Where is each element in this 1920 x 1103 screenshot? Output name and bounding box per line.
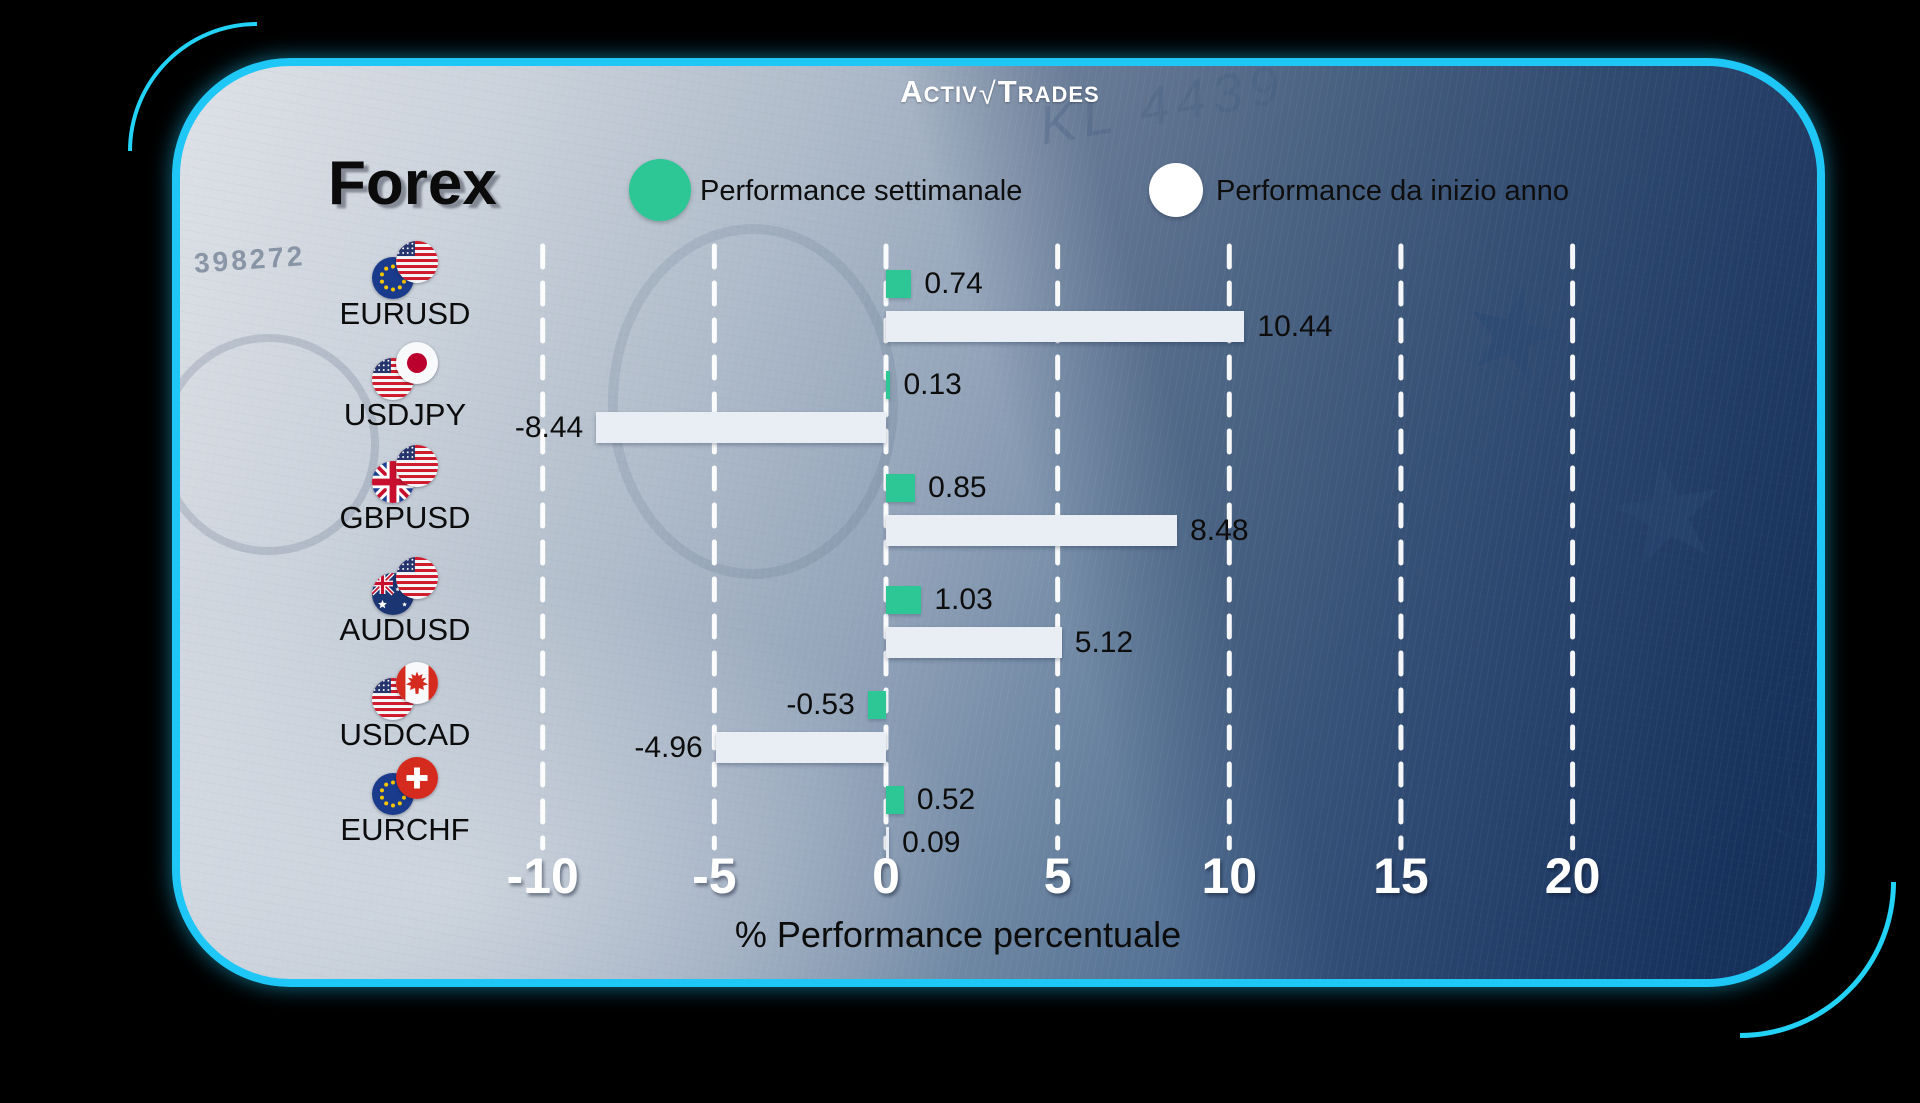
x-axis-label: % Performance percentuale [734, 914, 1182, 955]
pair-label: GBPUSD [339, 500, 471, 535]
page-title: Forex [328, 149, 497, 218]
x-tick-label: 5 [1043, 848, 1072, 904]
weekly-bar [886, 270, 912, 298]
logo-check-icon: √ [978, 76, 997, 111]
bar-value-label: 0.52 [916, 783, 976, 816]
x-tick-label: 10 [1201, 848, 1258, 904]
ytd-legend-label: Performance da inizio anno [1216, 175, 1570, 207]
currency-flag-pair [372, 342, 438, 400]
activtrades-logo: ACTIV√TRADES [880, 74, 1120, 112]
ytd-bar [886, 514, 1178, 546]
pair-label: EURCHF [340, 812, 470, 847]
pair-label: USDJPY [343, 397, 467, 432]
forex-performance-infographic: 398272 KL 4439 00 ACTIV√TRADES Forex Per… [74, 0, 1920, 1103]
currency-flag-pair [372, 557, 438, 615]
weekly-bar [867, 691, 886, 719]
bar-value-label: 5.12 [1074, 625, 1134, 659]
ytd-bar [596, 411, 886, 443]
logo-word-activ: ACTIV [900, 74, 978, 109]
ytd-bar [715, 731, 886, 763]
bar-value-label: 10.44 [1257, 309, 1333, 343]
ytd-bar [886, 310, 1245, 342]
background-portrait-oval [608, 224, 898, 579]
background-euro-star-icon [1455, 278, 1570, 393]
flag-us-icon [396, 557, 438, 599]
ytd-legend-swatch [1149, 163, 1203, 217]
weekly-bar [886, 474, 916, 502]
weekly-legend-swatch [629, 159, 691, 221]
bar-value-label: 0.09 [902, 825, 961, 859]
background-euro-star-icon [1604, 450, 1732, 578]
weekly-bar [886, 786, 904, 814]
bar-value-label: 0.85 [928, 471, 987, 504]
x-tick-label: 0 [872, 848, 900, 904]
currency-flag-pair [372, 662, 438, 720]
pair-label: USDCAD [339, 717, 471, 752]
bar-value-label: 1.03 [934, 583, 993, 616]
flag-ca-icon [396, 662, 438, 704]
pair-label: EURUSD [339, 296, 471, 331]
flag-us-icon [396, 241, 438, 283]
flag-jp-icon [396, 342, 438, 384]
flag-ch-icon [396, 757, 438, 799]
currency-flag-pair [372, 241, 438, 299]
weekly-legend-label: Performance settimanale [700, 175, 1023, 207]
currency-flag-pair [372, 445, 438, 503]
currency-flag-pair [372, 757, 438, 815]
ytd-bar [886, 826, 890, 858]
bar-value-label: 0.13 [903, 368, 962, 401]
bar-value-label: 8.48 [1190, 513, 1249, 547]
weekly-bar [886, 586, 922, 614]
pair-label: AUDUSD [339, 612, 471, 647]
bar-value-label: -8.44 [514, 410, 584, 444]
bar-value-label: 0.74 [924, 267, 983, 300]
bar-value-label: -0.53 [786, 688, 855, 721]
bar-value-label: -4.96 [634, 730, 703, 764]
x-tick-label: -5 [692, 848, 737, 904]
ytd-bar [886, 626, 1062, 658]
x-tick-label: 20 [1544, 848, 1601, 904]
logo-word-trades: TRADES [997, 74, 1100, 109]
x-tick-label: 15 [1373, 848, 1429, 904]
flag-us-icon [396, 445, 438, 487]
weekly-bar [886, 371, 891, 399]
x-tick-label: -10 [506, 848, 579, 904]
